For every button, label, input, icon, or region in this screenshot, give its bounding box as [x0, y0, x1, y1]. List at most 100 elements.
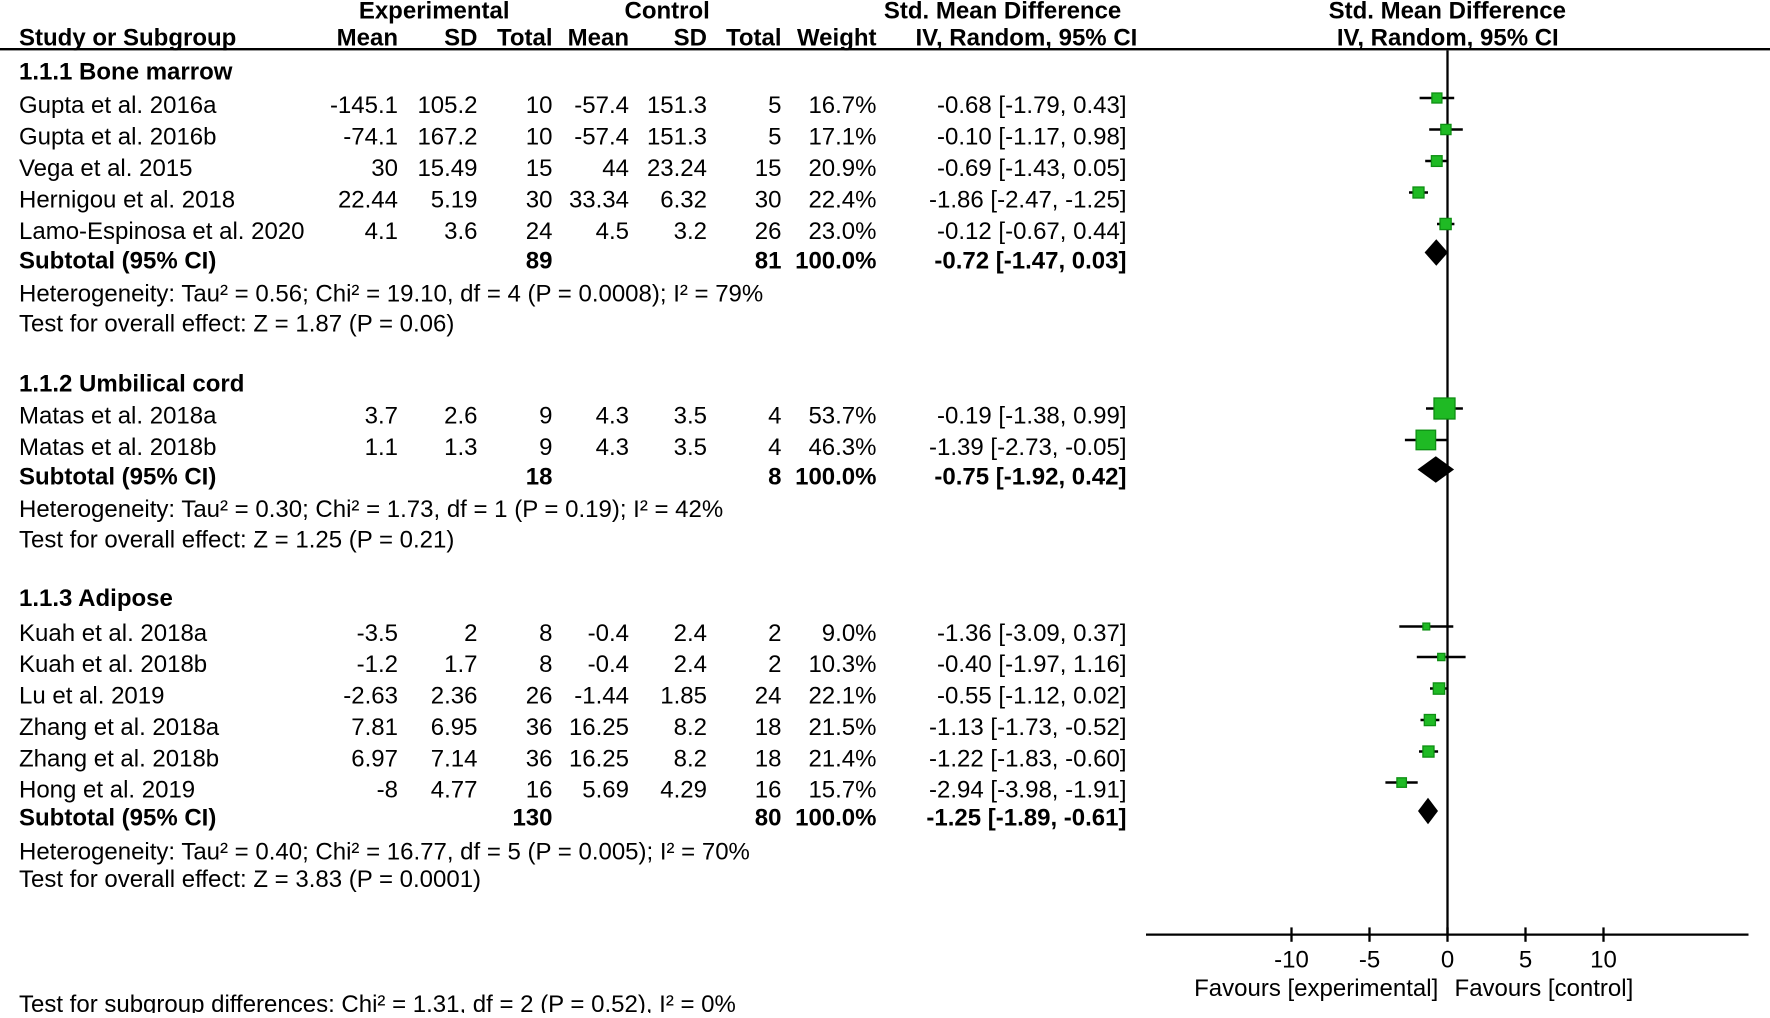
svg-text:30: 30 [371, 155, 398, 182]
svg-text:-3.5: -3.5 [357, 620, 398, 647]
svg-text:-5: -5 [1359, 947, 1380, 974]
svg-text:18: 18 [755, 714, 782, 741]
svg-text:Heterogeneity: Tau² = 0.40; Ch: Heterogeneity: Tau² = 0.40; Chi² = 16.77… [19, 839, 750, 866]
svg-text:9.0%: 9.0% [822, 620, 877, 647]
svg-text:4: 4 [768, 434, 781, 461]
svg-text:4.77: 4.77 [431, 777, 478, 804]
svg-text:5: 5 [768, 92, 781, 119]
svg-text:Weight: Weight [797, 25, 877, 52]
svg-text:22.44: 22.44 [338, 187, 398, 214]
svg-text:-57.4: -57.4 [574, 92, 629, 119]
svg-text:9: 9 [539, 434, 552, 461]
svg-text:Total: Total [726, 25, 782, 52]
svg-text:Mean: Mean [568, 25, 629, 52]
svg-text:3.5: 3.5 [674, 434, 707, 461]
svg-text:2.36: 2.36 [431, 683, 478, 710]
svg-text:3.5: 3.5 [674, 403, 707, 430]
svg-text:-8: -8 [377, 777, 398, 804]
svg-text:10: 10 [526, 124, 553, 151]
svg-text:SD: SD [674, 25, 707, 52]
svg-text:Test for overall effect: Z = 1: Test for overall effect: Z = 1.87 (P = 0… [19, 311, 454, 338]
svg-text:22.1%: 22.1% [808, 683, 876, 710]
svg-text:151.3: 151.3 [647, 92, 707, 119]
svg-text:Kuah et al. 2018b: Kuah et al. 2018b [19, 651, 207, 678]
svg-text:80: 80 [755, 805, 782, 832]
svg-text:130: 130 [512, 805, 552, 832]
svg-text:-1.39 [-2.73, -0.05]: -1.39 [-2.73, -0.05] [929, 434, 1126, 461]
svg-text:Std. Mean Difference: Std. Mean Difference [884, 0, 1121, 25]
svg-text:15: 15 [526, 155, 553, 182]
svg-text:Test for subgroup differences:: Test for subgroup differences: Chi² = 1.… [19, 991, 736, 1013]
svg-text:Lamo-Espinosa et al. 2020: Lamo-Espinosa et al. 2020 [19, 218, 305, 245]
svg-text:Hernigou et al. 2018: Hernigou et al. 2018 [19, 187, 235, 214]
svg-text:-1.22 [-1.83, -0.60]: -1.22 [-1.83, -0.60] [929, 746, 1126, 773]
svg-text:Gupta et al. 2016a: Gupta et al. 2016a [19, 92, 217, 119]
svg-text:Subtotal (95% CI): Subtotal (95% CI) [19, 248, 216, 275]
svg-text:SD: SD [444, 25, 477, 52]
svg-text:-2.94 [-3.98, -1.91]: -2.94 [-3.98, -1.91] [929, 777, 1126, 804]
svg-text:IV, Random, 95% CI: IV, Random, 95% CI [915, 25, 1137, 52]
svg-text:-0.68 [-1.79, 0.43]: -0.68 [-1.79, 0.43] [937, 92, 1126, 119]
svg-text:4.29: 4.29 [660, 777, 707, 804]
svg-text:30: 30 [526, 187, 553, 214]
svg-text:Gupta et al. 2016b: Gupta et al. 2016b [19, 124, 216, 151]
svg-text:Mean: Mean [337, 25, 398, 52]
svg-text:7.14: 7.14 [431, 746, 478, 773]
svg-text:22.4%: 22.4% [808, 187, 876, 214]
svg-text:6.97: 6.97 [351, 746, 398, 773]
svg-text:7.81: 7.81 [351, 714, 398, 741]
svg-text:23.0%: 23.0% [808, 218, 876, 245]
svg-text:5.19: 5.19 [431, 187, 478, 214]
svg-text:16.7%: 16.7% [808, 92, 876, 119]
svg-text:Hong et al. 2019: Hong et al. 2019 [19, 777, 195, 804]
svg-text:-1.13 [-1.73, -0.52]: -1.13 [-1.73, -0.52] [929, 714, 1126, 741]
svg-text:-57.4: -57.4 [574, 124, 629, 151]
svg-text:5.69: 5.69 [582, 777, 629, 804]
svg-text:-0.55 [-1.12, 0.02]: -0.55 [-1.12, 0.02] [937, 683, 1126, 710]
svg-text:Test for overall effect: Z = 3: Test for overall effect: Z = 3.83 (P = 0… [19, 866, 481, 893]
svg-text:-0.19 [-1.38, 0.99]: -0.19 [-1.38, 0.99] [937, 403, 1126, 430]
svg-text:46.3%: 46.3% [808, 434, 876, 461]
svg-text:1.7: 1.7 [444, 651, 477, 678]
svg-text:0: 0 [1441, 947, 1454, 974]
svg-text:3.7: 3.7 [365, 403, 398, 430]
svg-text:33.34: 33.34 [569, 187, 629, 214]
svg-text:167.2: 167.2 [417, 124, 477, 151]
svg-text:20.9%: 20.9% [808, 155, 876, 182]
svg-text:-0.72 [-1.47, 0.03]: -0.72 [-1.47, 0.03] [934, 248, 1126, 275]
svg-text:26: 26 [755, 218, 782, 245]
svg-text:-2.63: -2.63 [343, 683, 398, 710]
svg-text:2.4: 2.4 [674, 620, 707, 647]
svg-text:1.3: 1.3 [444, 434, 477, 461]
svg-text:-1.2: -1.2 [357, 651, 398, 678]
svg-text:24: 24 [755, 683, 782, 710]
svg-text:4.5: 4.5 [596, 218, 629, 245]
svg-text:23.24: 23.24 [647, 155, 707, 182]
svg-text:-0.75 [-1.92, 0.42]: -0.75 [-1.92, 0.42] [934, 464, 1126, 491]
svg-text:81: 81 [755, 248, 782, 275]
svg-text:Zhang et al. 2018a: Zhang et al. 2018a [19, 714, 220, 741]
svg-text:5: 5 [1519, 947, 1532, 974]
svg-text:Study or Subgroup: Study or Subgroup [19, 25, 236, 52]
svg-text:Subtotal (95% CI): Subtotal (95% CI) [19, 805, 216, 832]
svg-text:16.25: 16.25 [569, 746, 629, 773]
svg-text:4: 4 [768, 403, 781, 430]
svg-text:-0.10 [-1.17, 0.98]: -0.10 [-1.17, 0.98] [937, 124, 1126, 151]
svg-text:8.2: 8.2 [674, 746, 707, 773]
svg-text:4.3: 4.3 [596, 403, 629, 430]
svg-text:Zhang et al. 2018b: Zhang et al. 2018b [19, 746, 219, 773]
svg-text:2: 2 [768, 651, 781, 678]
svg-text:4.1: 4.1 [365, 218, 398, 245]
svg-text:105.2: 105.2 [417, 92, 477, 119]
svg-text:-1.44: -1.44 [574, 683, 629, 710]
svg-text:Std. Mean Difference: Std. Mean Difference [1329, 0, 1566, 25]
svg-text:1.1.2 Umbilical cord: 1.1.2 Umbilical cord [19, 371, 244, 398]
svg-text:4.3: 4.3 [596, 434, 629, 461]
svg-text:6.32: 6.32 [660, 187, 707, 214]
svg-text:3.2: 3.2 [674, 218, 707, 245]
svg-text:Subtotal (95% CI): Subtotal (95% CI) [19, 464, 216, 491]
svg-text:8: 8 [768, 464, 781, 491]
svg-text:Favours [experimental]: Favours [experimental] [1194, 975, 1438, 1002]
svg-text:-0.40 [-1.97, 1.16]: -0.40 [-1.97, 1.16] [937, 651, 1126, 678]
svg-text:-0.12 [-0.67, 0.44]: -0.12 [-0.67, 0.44] [937, 218, 1126, 245]
